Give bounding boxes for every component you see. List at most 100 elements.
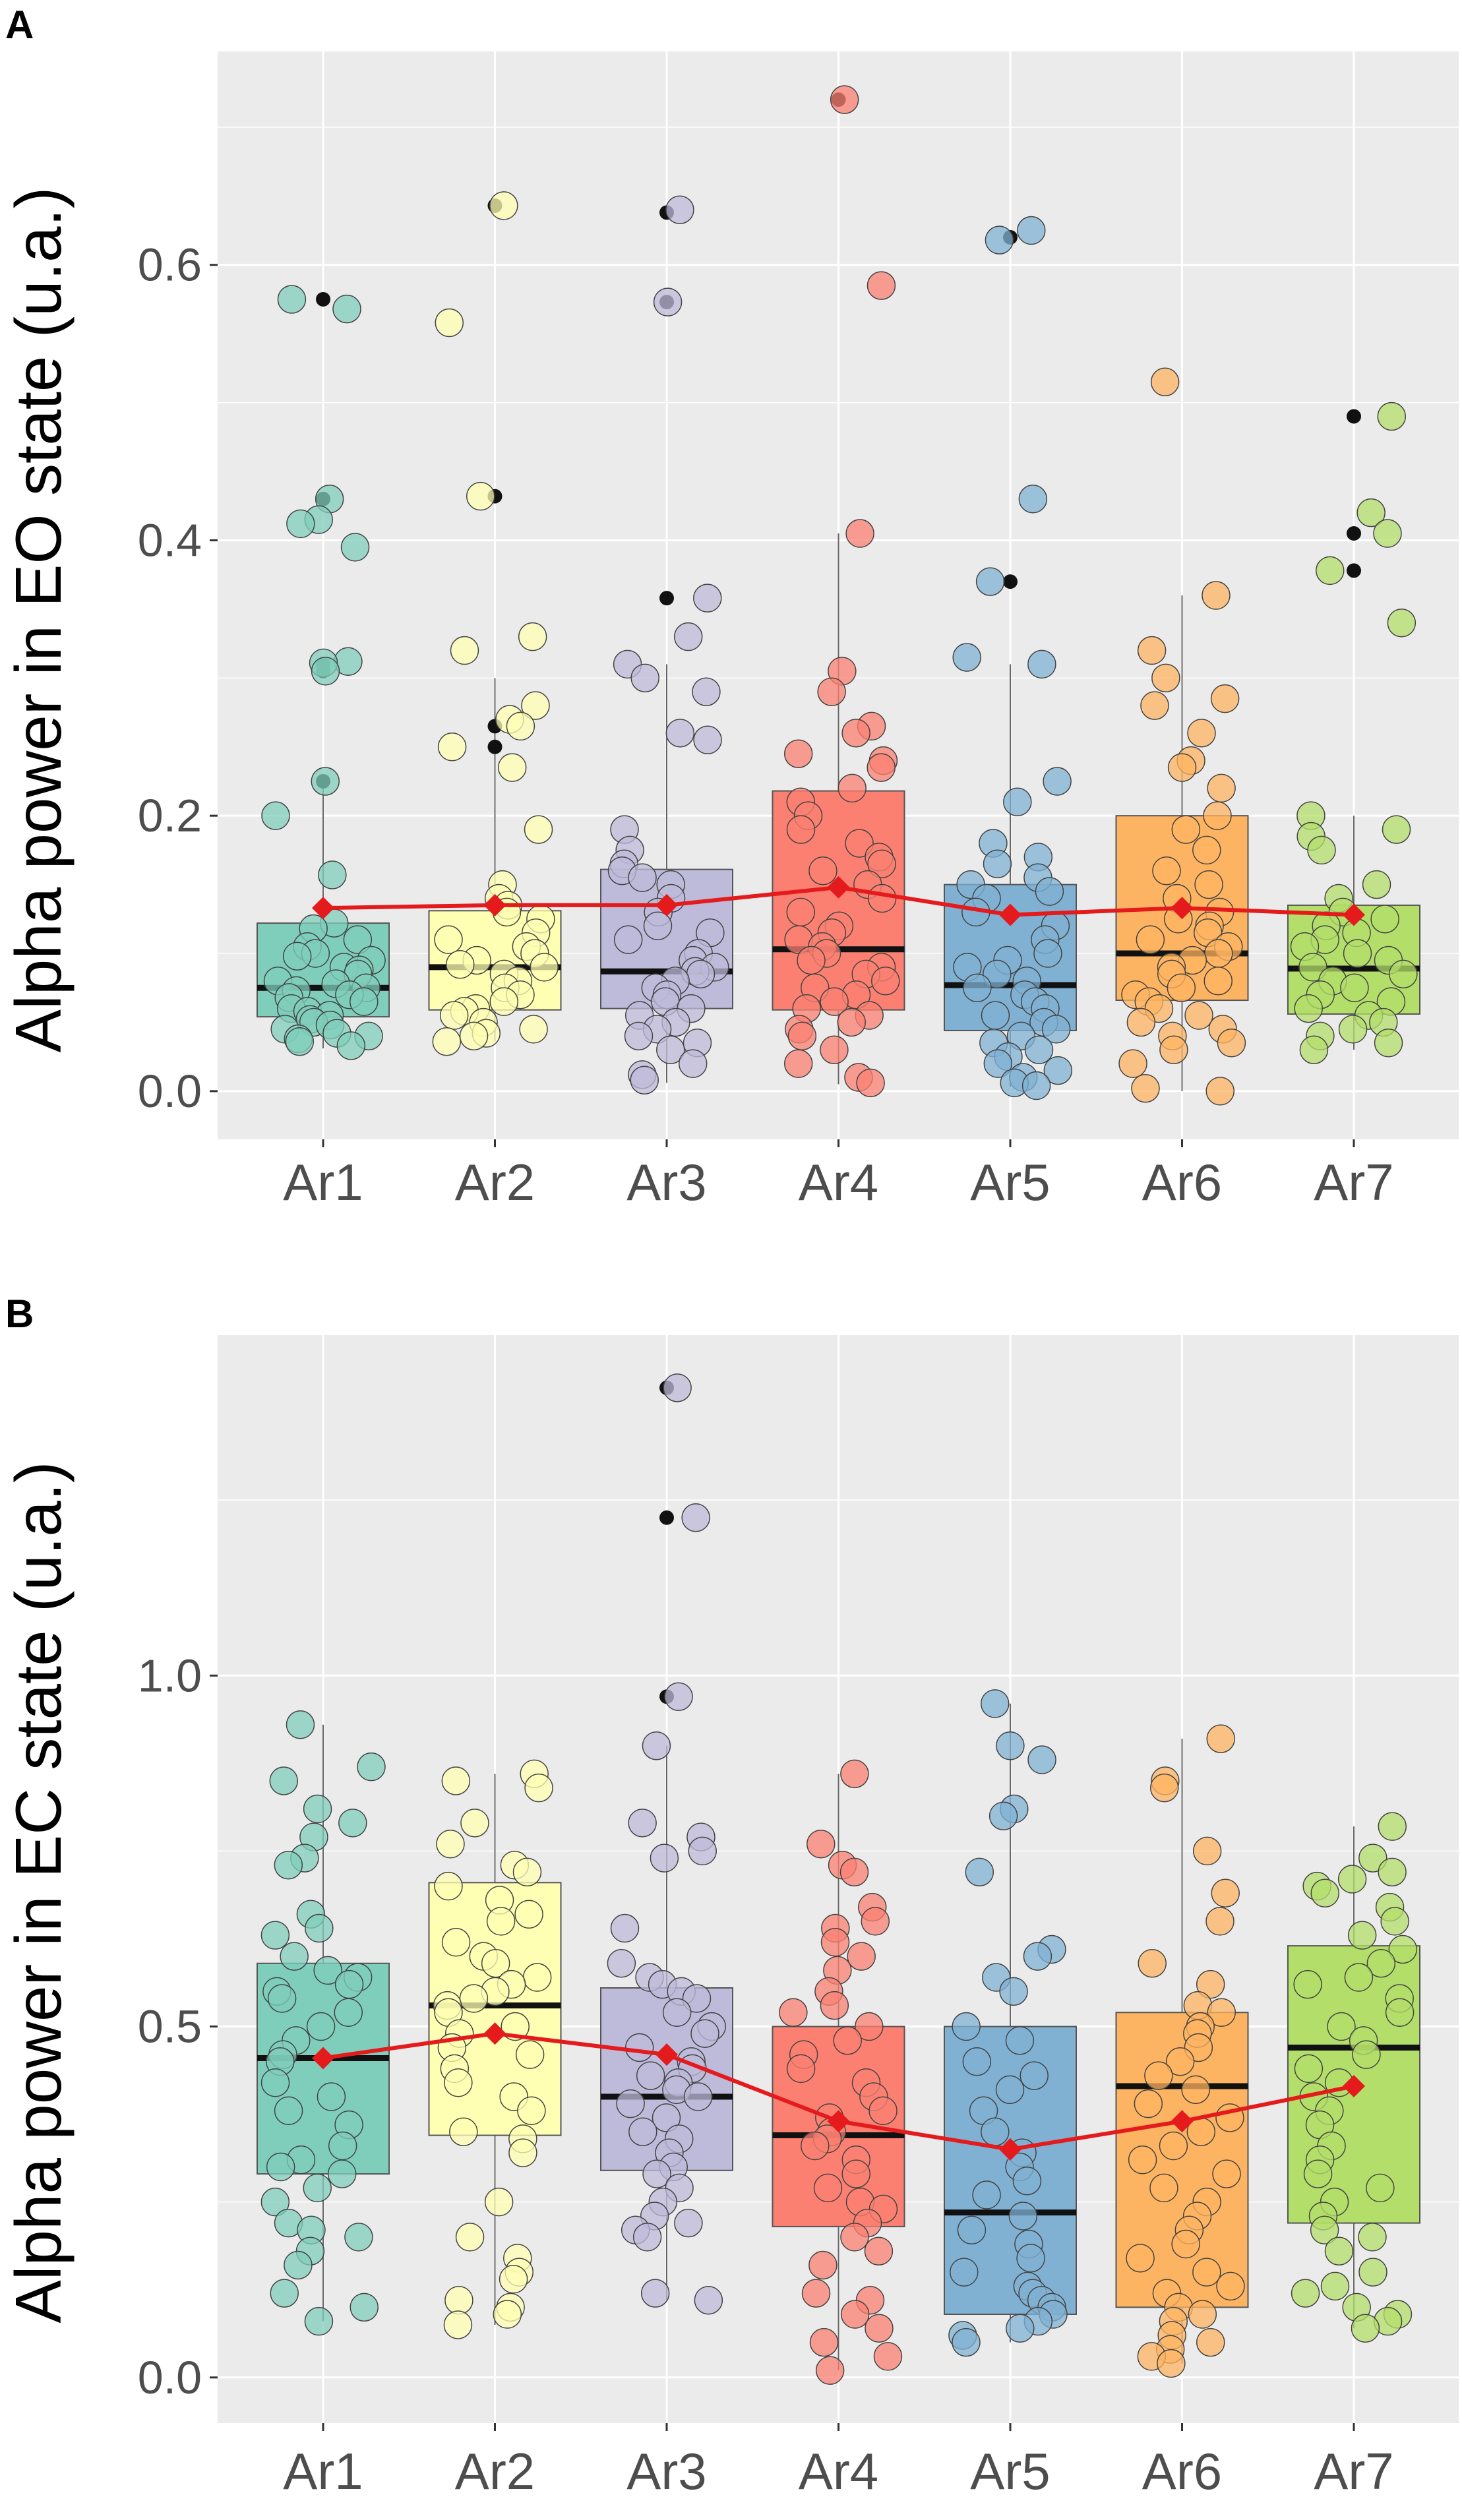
panel-a-point-Ar6: [1192, 835, 1221, 865]
panel-a-point-Ar6: [1159, 1035, 1188, 1064]
panel-b-x-ticks: Ar1 Ar2 Ar3 Ar4 Ar5 Ar6 Ar7: [283, 2423, 1394, 2500]
panel-b-point-Ar2: [512, 1857, 542, 1887]
panel-b-point-Ar7: [1344, 1963, 1374, 1992]
panel-a-point-Ar7: [1294, 994, 1323, 1023]
panel-a-point-Ar3: [692, 677, 721, 706]
panel-a-point-Ar7: [1316, 556, 1345, 585]
panel-b-outlier-Ar3: [659, 1510, 674, 1525]
panel-b-point-Ar4: [840, 2223, 869, 2252]
panel-b-point-Ar3: [628, 1809, 657, 1838]
panel-a-point-Ar6: [1167, 753, 1197, 782]
panel-b-point-Ar4: [813, 2173, 843, 2203]
panel-a-mean-marker-Ar7: [1343, 903, 1365, 926]
panel-b-point-Ar2: [434, 1871, 463, 1901]
panel-b-point-Ar3: [664, 1682, 693, 1711]
panel-b-point-Ar6: [1206, 1724, 1235, 1753]
panel-b-point-Ar7: [1352, 2040, 1381, 2069]
panel-a-point-Ar2: [489, 987, 519, 1016]
panel-a-point-Ar5: [1021, 1071, 1051, 1100]
panel-a-point-Ar2: [439, 1001, 469, 1030]
panel-a-point-Ar6: [1184, 1001, 1213, 1030]
panel-b-point-Ar1: [306, 2012, 336, 2041]
panel-a-point-Ar7: [1298, 953, 1327, 982]
panel-b-point-Ar2: [486, 1907, 516, 1936]
panel-b-point-Ar7: [1388, 1935, 1418, 1964]
panel-b-points: [260, 1373, 1418, 2385]
panel-b-point-Ar5: [952, 2327, 981, 2357]
panel-a-y-tick-label: 0.4: [138, 514, 202, 566]
panel-a-point-Ar4: [820, 987, 849, 1016]
panel-b-x-tick-label-Ar3: Ar3: [626, 2442, 706, 2500]
panel-a-point-Ar3: [693, 584, 722, 613]
panel-a-point-Ar7: [1307, 835, 1336, 865]
panel-b-point-Ar7: [1294, 2054, 1324, 2084]
panel-a-point-Ar1: [282, 942, 312, 971]
panel-b-point-Ar4: [786, 2054, 816, 2084]
panel-a-point-Ar6: [1167, 973, 1196, 1003]
panel-a-y-axis-label: Alpha power in EO state (u.a.): [2, 187, 75, 1053]
panel-a-point-Ar7: [1373, 519, 1402, 548]
panel-b-point-Ar5: [1012, 2166, 1042, 2196]
panel-b-point-Ar1: [357, 1752, 386, 1782]
panel-b-mean-line: [312, 2022, 1365, 2161]
panel-b-point-Ar5: [1027, 1745, 1056, 1774]
panel-a-point-Ar6: [1187, 719, 1216, 748]
panel-a-outlier-Ar1: [316, 291, 330, 307]
panel-b-point-Ar2: [499, 2265, 528, 2294]
panel-a-point-Ar3: [665, 195, 694, 224]
panel-a-point-Ar3: [628, 863, 657, 892]
panel-b-mean-marker-Ar4: [827, 2110, 850, 2133]
panel-b-point-Ar3: [690, 2019, 719, 2048]
panel-a-mean-marker-Ar6: [1171, 897, 1194, 920]
panel-a-point-Ar5: [1018, 485, 1048, 514]
panel-a-point-Ar4: [786, 815, 816, 844]
panel-b-point-Ar1: [269, 1766, 299, 1795]
panel-b-point-Ar2: [514, 1900, 543, 1929]
panel-a-point-Ar4: [820, 1035, 849, 1064]
panel-a-point-Ar1: [350, 987, 379, 1016]
panel-b-point-Ar7: [1358, 2223, 1387, 2252]
panel-b-point-Ar6: [1188, 2300, 1217, 2329]
panel-b-point-Ar1: [328, 2131, 357, 2161]
panel-a-point-Ar4: [867, 271, 896, 300]
panel-a-point-Ar6: [1202, 581, 1231, 610]
panel-a-point-Ar5: [1035, 877, 1064, 906]
panel-b-point-Ar5: [1023, 1942, 1052, 1971]
panel-b-point-Ar1: [274, 1850, 303, 1880]
panel-b-x-tick-label-Ar4: Ar4: [799, 2442, 878, 2500]
panel-a-point-Ar7: [1343, 939, 1372, 968]
panel-a-point-Ar3: [665, 719, 695, 748]
panel-a-point-Ar2: [518, 622, 547, 651]
panel-b-point-Ar1: [304, 2306, 334, 2336]
panel-b-point-Ar5: [981, 2117, 1010, 2146]
panel-b-point-Ar1: [280, 1942, 309, 1971]
panel-b-letter: B: [5, 1292, 34, 1336]
panel-b-point-Ar6: [1159, 2131, 1188, 2161]
panel-a-point-Ar1: [332, 294, 361, 324]
panel-a-point-Ar4: [867, 884, 897, 913]
panel-a-point-Ar5: [1043, 1056, 1073, 1085]
panel-a-point-Ar2: [466, 481, 495, 511]
panel-b-point-Ar3: [688, 1836, 717, 1866]
panel-b-point-Ar5: [1006, 2314, 1035, 2343]
panel-b-point-Ar7: [1303, 2159, 1333, 2188]
panel-a-point-Ar2: [519, 1015, 548, 1044]
panel-a-point-Ar2: [459, 1021, 489, 1051]
panel-a-point-Ar5: [1003, 787, 1032, 817]
panel-b-point-Ar5: [1020, 2061, 1049, 2090]
panel-b-point-Ar6: [1192, 1836, 1222, 1866]
panel-b-x-tick-label-Ar6: Ar6: [1142, 2442, 1222, 2500]
panel-b-point-Ar6: [1165, 2047, 1195, 2076]
panel-a-point-Ar4: [867, 753, 896, 782]
panel-b-point-Ar2: [449, 2117, 478, 2146]
panel-a-x-tick-label-Ar5: Ar5: [970, 1153, 1050, 1211]
panel-b-point-Ar1: [338, 1809, 367, 1838]
panel-b-y-ticks: 0.0 0.5 1.0: [138, 1650, 218, 2403]
panel-b-point-Ar5: [950, 2258, 979, 2287]
panel-a-outlier-Ar7: [1347, 526, 1361, 541]
panel-b-point-Ar6: [1171, 2229, 1200, 2259]
panel-b-point-Ar5: [965, 1857, 994, 1887]
panel-a-point-Ar5: [983, 849, 1012, 879]
panel-b-point-Ar5: [989, 1801, 1018, 1830]
